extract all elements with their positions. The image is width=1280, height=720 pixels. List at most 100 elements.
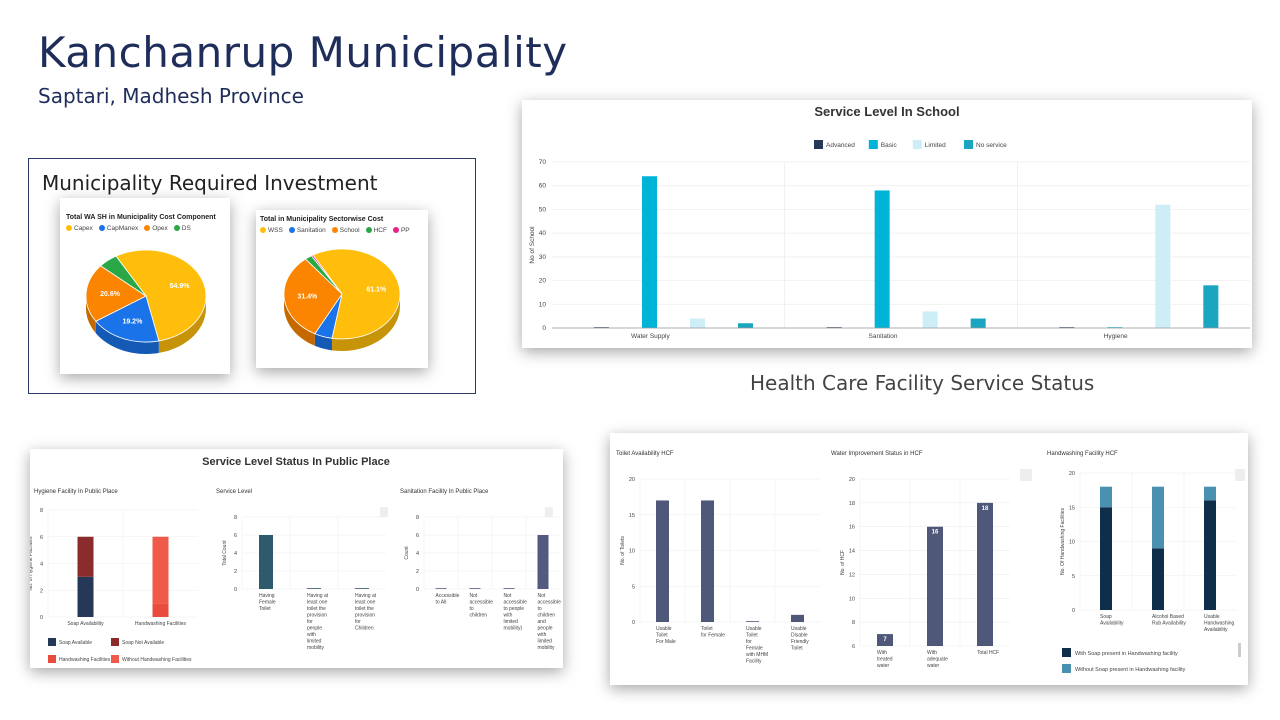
legend-swatch bbox=[66, 225, 72, 232]
legend-label: Capex bbox=[74, 225, 93, 232]
x-tick-label: and bbox=[538, 619, 547, 625]
legend-label: Sanitation bbox=[296, 227, 326, 234]
pie-group: 54.9% 19.2% 20.6% bbox=[85, 249, 207, 354]
y-axis-label: No. of Hygiene Facilities bbox=[30, 536, 34, 590]
pie-data-label: 31.4% bbox=[297, 294, 318, 301]
x-tick-label: to bbox=[470, 606, 474, 612]
pie-side-capmanex bbox=[95, 321, 159, 354]
pie-side-school bbox=[284, 296, 315, 346]
bar bbox=[537, 535, 549, 589]
x-tick-label: limited bbox=[538, 639, 553, 645]
x-tick-label: to All bbox=[436, 600, 447, 606]
x-tick-label: For Male bbox=[656, 639, 676, 645]
pie-side-capex bbox=[158, 298, 206, 353]
more-options-icon bbox=[1235, 469, 1245, 481]
bar-segment bbox=[77, 536, 94, 577]
x-tick-label: mobility) bbox=[504, 626, 523, 632]
bar-limited bbox=[922, 311, 938, 328]
legend-label: With Soap present in Handwashing facilit… bbox=[1075, 651, 1178, 657]
x-tick-label: with bbox=[538, 632, 547, 638]
legend-item: Capex bbox=[66, 225, 93, 232]
data-label: 16 bbox=[932, 530, 939, 536]
y-tick-label: 70 bbox=[539, 159, 547, 166]
pie-group: 61.1% 31.4% bbox=[283, 248, 401, 351]
x-tick-label: Alcohol Based bbox=[1152, 614, 1184, 620]
bar bbox=[435, 588, 447, 589]
x-tick-label: Handwashing bbox=[1204, 621, 1235, 627]
x-tick-label: accessible bbox=[504, 600, 528, 606]
subchart-title: Hygiene Facility In Public Place bbox=[34, 489, 118, 495]
x-tick-label: toilet the bbox=[355, 606, 374, 612]
bar-segment bbox=[1152, 486, 1164, 549]
bar-segment bbox=[1204, 486, 1216, 501]
x-tick-label: limited bbox=[307, 639, 322, 645]
legend-item: PP bbox=[392, 227, 410, 234]
wash-cost-pie: 54.9% 19.2% 20.6% bbox=[85, 249, 207, 354]
y-tick-label: 60 bbox=[539, 183, 547, 190]
bar bbox=[307, 588, 321, 589]
scrollbar bbox=[1238, 643, 1241, 657]
school-chart-card: Service Level In School Advanced Basic Limi… bbox=[522, 100, 1252, 348]
x-tick-label: Not bbox=[470, 593, 478, 599]
x-tick-label: toilet the bbox=[307, 606, 326, 612]
x-tick-label: Toilet bbox=[656, 633, 668, 639]
legend-swatch bbox=[964, 140, 973, 149]
x-tick-label: least one bbox=[355, 600, 376, 606]
y-tick-label: 10 bbox=[849, 596, 855, 602]
y-tick-label: 0 bbox=[234, 587, 237, 593]
legend-swatch bbox=[48, 655, 56, 663]
x-tick-label: Hygiene bbox=[1104, 333, 1128, 340]
y-tick-label: 6 bbox=[852, 644, 855, 650]
legend-label: CapManex bbox=[106, 225, 139, 232]
bar bbox=[791, 614, 804, 622]
public-place-card: Service Level Status In Public Place Hygi… bbox=[28, 449, 563, 668]
legend-label: Soap Not Available bbox=[122, 640, 164, 646]
legend-swatch bbox=[111, 638, 119, 646]
y-tick-label: 8 bbox=[852, 620, 855, 626]
x-tick-label: for Female bbox=[701, 633, 725, 639]
x-tick-label: provision bbox=[355, 613, 375, 619]
x-tick-label: With bbox=[877, 650, 887, 656]
x-tick-label: treated bbox=[877, 657, 893, 663]
legend-label: School bbox=[339, 227, 360, 234]
bar bbox=[503, 588, 515, 589]
bar-no-service bbox=[738, 323, 753, 328]
legend-item: Sanitation bbox=[288, 227, 326, 234]
subchart-title: Water Improvement Status in HCF bbox=[831, 451, 923, 457]
bar bbox=[259, 535, 273, 589]
legend-swatch bbox=[365, 227, 372, 234]
hcf-card: Toilet Availability HCF 0 5 10 15 20 No. of To… bbox=[610, 433, 1248, 685]
y-tick-label: 8 bbox=[416, 515, 419, 521]
data-label: 7 bbox=[883, 637, 887, 643]
legend-swatch bbox=[868, 140, 878, 149]
y-axis-label: No. Of Handwashing Facilities bbox=[1060, 508, 1066, 575]
bar bbox=[746, 621, 759, 622]
x-tick-label: Toilet bbox=[701, 626, 713, 632]
x-tick-label: accessible bbox=[470, 600, 494, 606]
legend-swatch bbox=[48, 638, 56, 646]
bar-segment bbox=[1204, 500, 1216, 610]
x-tick-label: water bbox=[877, 663, 890, 669]
x-tick-label: people bbox=[307, 626, 322, 632]
legend-label: Advanced bbox=[826, 142, 855, 149]
bar-segment bbox=[1100, 486, 1112, 508]
legend-swatch bbox=[1062, 664, 1071, 673]
bar bbox=[469, 588, 481, 589]
subchart-title: Handwashing Facility HCF bbox=[1047, 451, 1118, 457]
wash-cost-legend: Capex CapManex Opex DS bbox=[66, 225, 197, 232]
legend-label: HCF bbox=[373, 227, 387, 234]
bar-limited bbox=[690, 318, 705, 328]
x-tick-label: Toilet bbox=[791, 646, 803, 652]
bar-segment bbox=[152, 603, 169, 617]
wash-cost-title: Total WA SH in Municipality Cost Compone… bbox=[66, 214, 216, 221]
bar-segment bbox=[1100, 507, 1112, 610]
bar-basic bbox=[874, 190, 890, 328]
pie-data-label: 19.2% bbox=[122, 319, 143, 326]
bar bbox=[656, 500, 669, 622]
legend-item: CapManex bbox=[98, 225, 139, 232]
hcf-heading: Health Care Facility Service Status bbox=[750, 371, 1095, 395]
y-tick-label: 2 bbox=[234, 569, 237, 575]
sector-cost-title: Total in Municipality Sectorwise Cost bbox=[260, 216, 384, 223]
y-tick-label: 15 bbox=[629, 513, 635, 519]
legend-swatch bbox=[111, 655, 119, 663]
